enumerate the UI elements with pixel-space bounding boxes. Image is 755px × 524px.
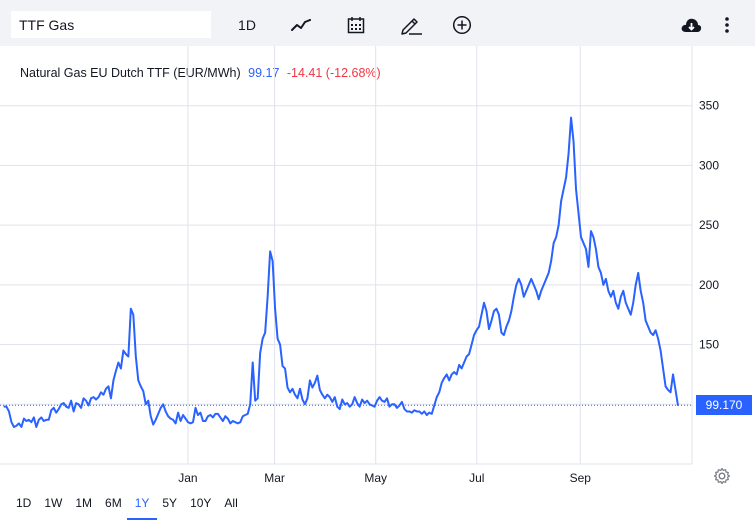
toolbar: 1D (0, 0, 755, 46)
add-circle-icon (452, 15, 472, 34)
y-axis-labels: 150 200 250 300 350 (699, 99, 719, 352)
range-button-10y[interactable]: 10Y (190, 496, 212, 510)
interval-button[interactable]: 1D (234, 11, 260, 38)
legend-change: -14.41 (-12.68%) (286, 66, 381, 80)
range-selector: 1D 1W 1M 6M 1Y 5Y 10Y All (16, 496, 251, 520)
range-button-1y[interactable]: 1Y (126, 496, 157, 520)
x-tick-label: Sep (570, 471, 592, 485)
range-button-all[interactable]: All (224, 496, 238, 510)
more-vertical-icon (725, 16, 729, 33)
price-series-line (4, 116, 679, 428)
chart-plot[interactable]: 150 200 250 300 350 Jan Mar May Jul Sep (0, 46, 755, 486)
x-axis-labels: Jan Mar May Jul Sep (178, 471, 591, 485)
chart-type-button[interactable] (289, 11, 313, 38)
y-tick-label: 300 (699, 158, 719, 172)
more-options-button[interactable] (718, 11, 736, 38)
y-tick-label: 150 (699, 338, 719, 352)
legend-series-name: Natural Gas EU Dutch TTF (EUR/MWh) (20, 66, 241, 80)
chart-legend: Natural Gas EU Dutch TTF (EUR/MWh) 99.17… (20, 66, 381, 80)
x-tick-label: Jul (469, 471, 484, 485)
x-tick-label: May (364, 471, 387, 485)
legend-last-value: 99.17 (248, 66, 280, 80)
x-tick-label: Mar (264, 471, 285, 485)
range-button-5y[interactable]: 5Y (162, 496, 178, 510)
y-tick-label: 250 (699, 218, 719, 232)
last-price-label: 99.170 (696, 395, 752, 415)
download-button[interactable] (680, 11, 702, 38)
calendar-icon (347, 16, 365, 33)
grid-lines (0, 46, 692, 464)
range-button-1w[interactable]: 1W (44, 496, 63, 510)
interval-label: 1D (238, 16, 256, 33)
x-tick-label: Jan (178, 471, 197, 485)
drawing-tools-button[interactable] (398, 11, 424, 38)
symbol-search-input[interactable] (11, 11, 211, 38)
y-tick-label: 350 (699, 99, 719, 113)
date-range-button[interactable] (345, 11, 367, 38)
y-tick-label: 200 (699, 278, 719, 292)
range-button-6m[interactable]: 6M (105, 496, 122, 510)
compare-button[interactable] (451, 11, 473, 38)
range-button-1m[interactable]: 1M (75, 496, 93, 510)
pencil-icon (401, 17, 422, 35)
cloud-download-icon (681, 18, 702, 32)
settings-gear-icon[interactable] (713, 467, 731, 485)
range-button-1d[interactable]: 1D (16, 496, 32, 510)
price-points (3, 117, 679, 428)
chart-line-icon (291, 18, 311, 31)
